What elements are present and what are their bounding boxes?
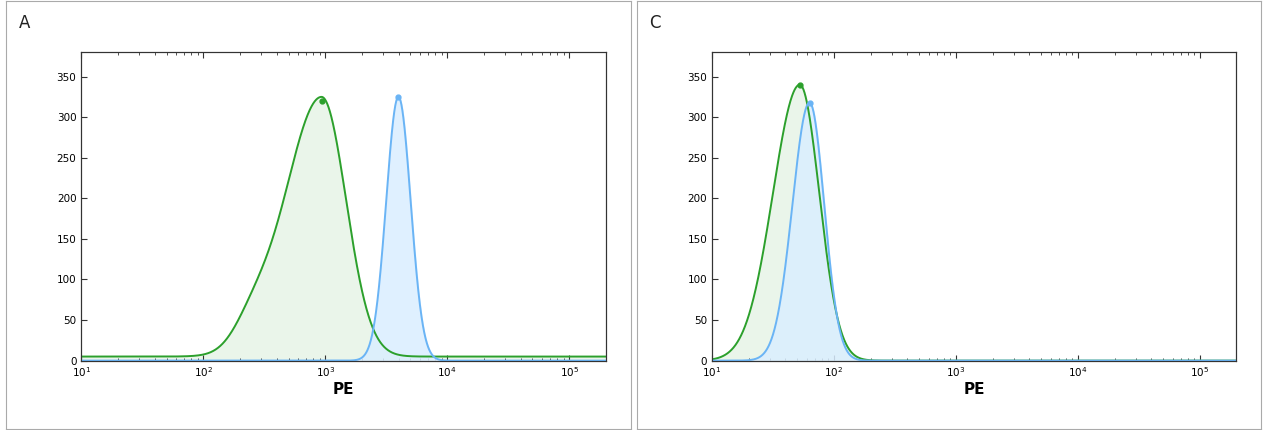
Text: C: C [650, 14, 661, 32]
Text: A: A [19, 14, 30, 32]
